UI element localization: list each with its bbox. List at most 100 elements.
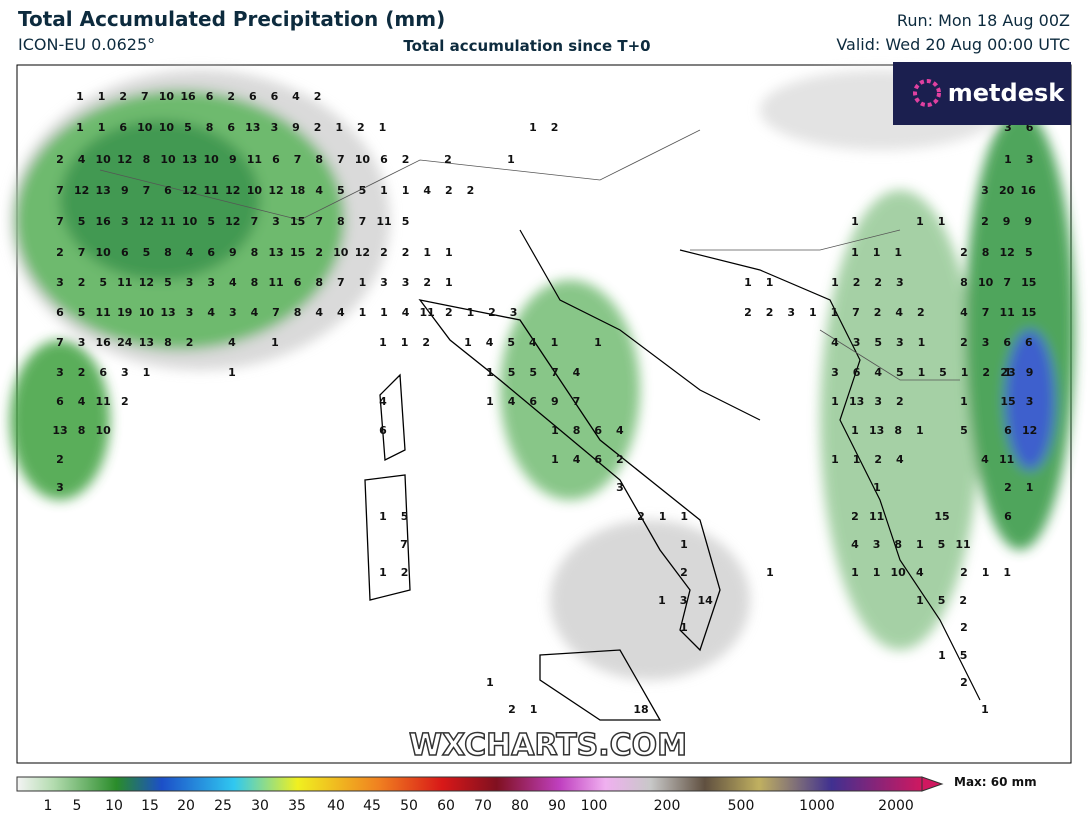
precip-label: 1: [831, 395, 839, 408]
precip-label: 8: [960, 276, 968, 289]
precip-label: 4: [228, 336, 236, 349]
precip-label: 2: [616, 453, 624, 466]
precip-label: 5: [508, 366, 516, 379]
precip-label: 6: [1004, 510, 1012, 523]
colorbar: [16, 776, 923, 792]
precip-label: 2: [227, 90, 235, 103]
precip-label: 2: [896, 395, 904, 408]
precip-label: 12: [355, 246, 370, 259]
precip-label: 14: [698, 594, 714, 607]
map: 1 1 2 7 10 16 6 2 6 6 4 21 1 6 10 10 5 8 6 13 3 9 2 1 2 1 1 2 3 62 4 10…: [10, 64, 1075, 764]
precip-label: 9: [551, 395, 559, 408]
colorbar-tick-label: 60: [437, 798, 455, 814]
precip-label: 1: [851, 215, 859, 228]
precip-label: 6: [294, 276, 302, 289]
precip-label: 4: [207, 306, 215, 319]
precip-label: 2: [423, 276, 431, 289]
precip-label: 8: [573, 424, 581, 437]
precip-label: 6: [1026, 121, 1034, 134]
precip-label: 10: [182, 215, 198, 228]
precip-label: 5: [507, 336, 515, 349]
precip-field: [10, 70, 1075, 680]
precip-label: 1: [961, 366, 969, 379]
precip-label: 7: [56, 184, 64, 197]
precip-label: 1: [873, 481, 881, 494]
precip-label: 2: [402, 153, 410, 166]
precip-label: 4: [851, 538, 859, 551]
precip-label: 1: [359, 306, 367, 319]
precip-label: 2: [874, 276, 882, 289]
precip-label: 5: [184, 121, 192, 134]
precip-label: 23: [1000, 366, 1015, 379]
precip-label: 4: [529, 336, 537, 349]
precip-label: 5: [337, 184, 345, 197]
precip-label: 4: [616, 424, 624, 437]
precip-label: 6: [1003, 336, 1011, 349]
precip-label: 2: [445, 306, 453, 319]
precip-label: 3: [896, 336, 904, 349]
precip-label: 7: [400, 538, 408, 551]
precip-label: 1: [335, 121, 343, 134]
precip-label: 8: [251, 276, 259, 289]
precip-label: 2: [56, 153, 64, 166]
precip-label: 5: [78, 215, 86, 228]
precip-label: 9: [1026, 366, 1034, 379]
precip-label: 10: [159, 121, 175, 134]
colorbar-tick-label: 80: [511, 798, 529, 814]
precip-label: 1: [918, 366, 926, 379]
precip-label: 10: [160, 153, 176, 166]
precip-label: 7: [359, 215, 367, 228]
precip-label: 1: [1004, 366, 1012, 379]
precip-label: 6: [853, 366, 861, 379]
precip-label: 5: [402, 215, 410, 228]
precip-label: 8: [894, 538, 902, 551]
precip-label: 1: [916, 538, 924, 551]
precip-label: 2: [851, 510, 859, 523]
precip-label: 2: [119, 90, 127, 103]
precip-label: 2: [78, 366, 86, 379]
precip-label: 5: [359, 184, 367, 197]
precip-label: 13: [245, 121, 260, 134]
precip-label: 6: [594, 453, 602, 466]
precip-label: 2: [56, 453, 64, 466]
precip-label: 1: [853, 453, 861, 466]
colorbar-tick-label: 20: [177, 798, 195, 814]
coastline: [418, 299, 721, 652]
precip-label: 11: [160, 215, 175, 228]
precip-label: 1: [529, 121, 537, 134]
precip-label: 16: [180, 90, 196, 103]
precip-label: 6: [206, 90, 214, 103]
precip-label: 16: [1021, 184, 1037, 197]
precip-label: 8: [982, 246, 990, 259]
precip-label: 2: [422, 336, 430, 349]
precip-label: 9: [1003, 215, 1011, 228]
precip-label: 3: [56, 276, 64, 289]
precip-label: 3: [853, 336, 861, 349]
precip-label: 5: [207, 215, 215, 228]
colorbar-tick-label: 40: [327, 798, 345, 814]
precip-label: 12: [117, 153, 132, 166]
precip-label: 1: [486, 366, 494, 379]
colorbar-tick-label: 100: [581, 798, 608, 814]
colorbar-tick-label: 2000: [878, 798, 914, 814]
precip-label: 12: [182, 184, 197, 197]
precip-label: 1: [1026, 481, 1034, 494]
precip-label: 6: [164, 184, 172, 197]
precip-label: 13: [160, 306, 175, 319]
logo: metdesk: [948, 79, 1066, 107]
colorbar-tick-label: 25: [214, 798, 232, 814]
precip-label: 3: [1004, 121, 1012, 134]
precip-label: 3: [121, 215, 129, 228]
precip-label: 5: [78, 306, 86, 319]
precip-label: 4: [229, 276, 237, 289]
precip-label: 13: [52, 424, 67, 437]
precip-label: 12: [225, 215, 240, 228]
precip-label: 2: [508, 703, 516, 716]
model: ICON-EU 0.0625°: [18, 35, 155, 54]
precip-label: 9: [229, 246, 237, 259]
precip-label: 8: [206, 121, 214, 134]
colorbar-tick-label: 70: [474, 798, 492, 814]
precip-label: 4: [831, 336, 839, 349]
precip-label: 12: [1000, 246, 1015, 259]
precip-label: 6: [207, 246, 215, 259]
